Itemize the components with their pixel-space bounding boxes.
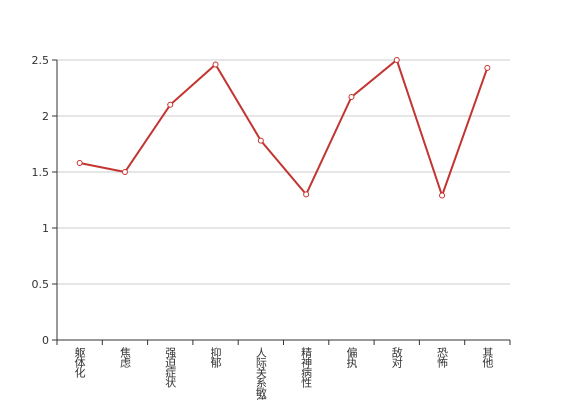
x-tick-label: 恐怖: [436, 347, 449, 368]
point: [439, 192, 446, 199]
point: [303, 191, 310, 198]
series-line: [79, 58, 489, 199]
y-tick-label: 2.5: [32, 54, 50, 67]
y-tick-label: 1: [42, 222, 49, 235]
point: [167, 101, 174, 108]
x-tick-label: 焦虑: [118, 347, 131, 368]
x-tick-label: 敌对: [390, 346, 403, 368]
y-tick-label: 0.5: [32, 278, 50, 291]
x-tick-label: 躯体化: [73, 347, 86, 379]
point: [76, 160, 83, 167]
point: [393, 57, 400, 63]
y-tick-label: 1.5: [32, 166, 50, 179]
x-tick-label: 抑郁: [209, 346, 222, 368]
point: [257, 137, 264, 144]
y-tick-label: 0: [42, 334, 49, 347]
x-tick-label: 人际关系敏感: [254, 347, 267, 400]
x-tick-label: 强迫症状: [164, 347, 177, 388]
point: [348, 93, 355, 100]
x-tick-label: 精神病性: [300, 347, 313, 389]
point: [484, 64, 491, 71]
point: [121, 169, 128, 175]
x-tick-label: 其他: [481, 347, 494, 368]
y-tick-label: 2: [42, 110, 49, 123]
point: [212, 61, 219, 68]
x-tick-label: 偏执: [345, 346, 358, 369]
